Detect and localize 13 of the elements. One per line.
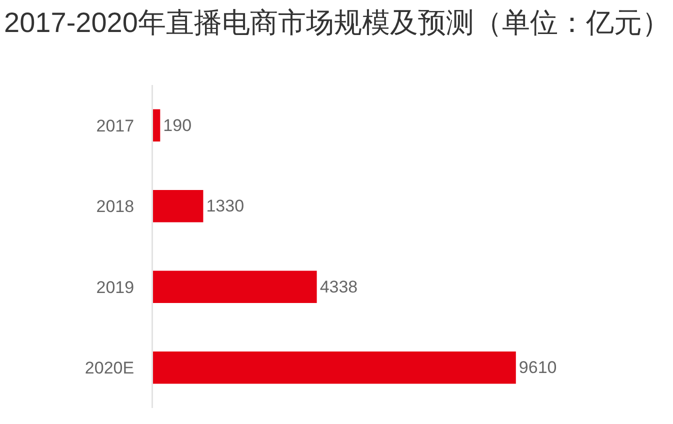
y-tick-label: 2018 — [96, 197, 134, 216]
y-tick-label: 2019 — [96, 278, 134, 297]
y-tick-label: 2017 — [96, 116, 134, 136]
y-tick-label: 2020E — [84, 358, 134, 378]
chart-title: 2017-2020年直播电商市场规模及预测（单位：亿元） — [4, 6, 670, 38]
bar — [153, 351, 516, 384]
bar — [153, 190, 204, 222]
data-label: 1330 — [206, 196, 244, 216]
data-label: 9610 — [518, 358, 557, 378]
bar — [153, 270, 317, 304]
data-label: 190 — [163, 116, 192, 135]
bar — [153, 109, 160, 142]
data-label: 4338 — [320, 277, 358, 296]
